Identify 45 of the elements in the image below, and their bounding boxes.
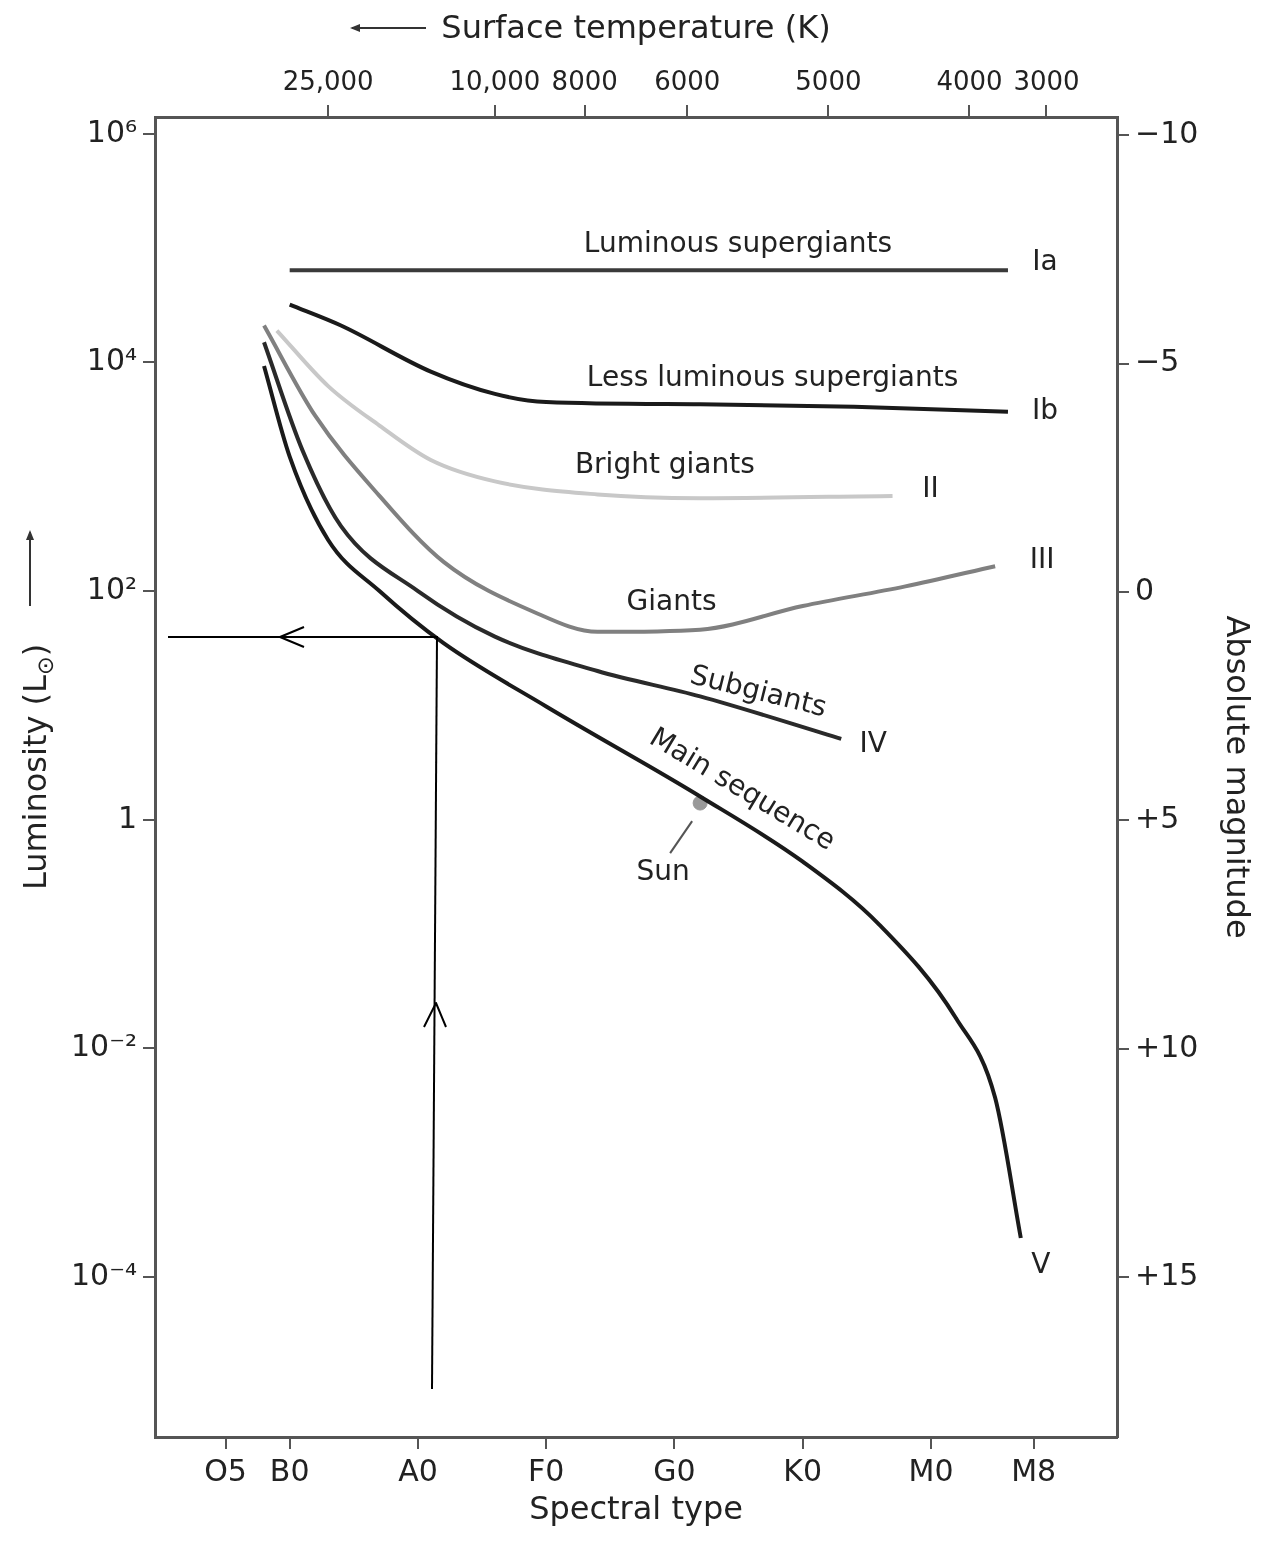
- y-tick-label: 1: [117, 799, 137, 835]
- annotation: Less luminous supergiants: [586, 359, 959, 393]
- annotation: Giants: [626, 584, 717, 618]
- series-label: III: [1029, 542, 1055, 576]
- y-axis-title: Luminosity (L⊙): [16, 643, 59, 891]
- x-tick-label: G0: [653, 1452, 696, 1488]
- x2-axis-title: Surface temperature (K): [441, 7, 831, 46]
- y2-tick-label: 0: [1135, 571, 1155, 607]
- x-axis-title: Spectral type: [529, 1489, 743, 1528]
- text: 3000: [1013, 66, 1080, 97]
- x-tick-label: M8: [1011, 1452, 1057, 1488]
- series-label: Ia: [1032, 244, 1058, 278]
- line-series: [262, 364, 1023, 1240]
- x-tick-label: M0: [908, 1452, 954, 1488]
- series-label: Ib: [1031, 393, 1058, 427]
- text: 6000: [654, 66, 721, 97]
- y2-tick-label: −10: [1135, 115, 1199, 151]
- y-tick-label: 10⁴: [86, 342, 137, 378]
- x-tick-label: O5: [204, 1452, 247, 1488]
- series-label: V: [1031, 1247, 1051, 1281]
- text: 4000: [936, 66, 1003, 97]
- y2-tick-label: +5: [1135, 800, 1180, 836]
- series-label: II: [922, 471, 939, 505]
- series-label: Sun: [636, 854, 690, 888]
- y-tick-label: 10⁻²: [70, 1028, 137, 1064]
- line-series: [262, 323, 998, 634]
- y-tick-label: 10²: [86, 570, 137, 606]
- text: 10,000: [449, 66, 541, 97]
- y2-axis-title: Absolute magnitude: [1219, 615, 1258, 939]
- x-tick-label: A0: [398, 1452, 438, 1488]
- annotation: Bright giants: [574, 446, 755, 480]
- y2-tick-label: +10: [1135, 1028, 1199, 1064]
- x-tick-label: F0: [528, 1452, 565, 1488]
- y-tick-label: 10⁻⁴: [70, 1256, 137, 1292]
- y2-tick-label: −5: [1135, 343, 1180, 379]
- text: 5000: [795, 66, 862, 97]
- y-tick-label: 10⁶: [86, 113, 137, 149]
- x-tick-label: B0: [269, 1452, 310, 1488]
- series-label: IV: [859, 726, 887, 760]
- text: 8000: [551, 66, 618, 97]
- y2-tick-label: +15: [1135, 1256, 1199, 1292]
- x-tick-label: K0: [783, 1452, 823, 1488]
- text: 25,000: [282, 66, 374, 97]
- line-series: [287, 302, 1010, 414]
- annotation: Luminous supergiants: [583, 226, 893, 260]
